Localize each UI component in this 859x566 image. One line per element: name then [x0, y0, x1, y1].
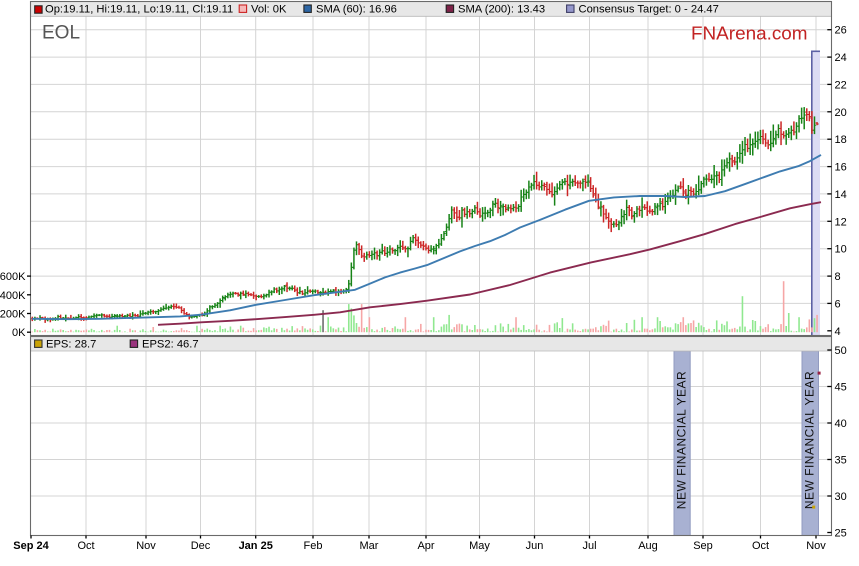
svg-text:Apr: Apr	[417, 540, 434, 552]
svg-text:35: 35	[835, 455, 847, 467]
svg-text:Feb: Feb	[304, 540, 323, 552]
svg-text:40: 40	[835, 418, 847, 430]
svg-text:May: May	[469, 540, 490, 552]
svg-text:45: 45	[835, 382, 847, 394]
svg-text:Aug: Aug	[638, 540, 658, 552]
svg-text:600K: 600K	[0, 271, 26, 283]
svg-text:EPS2: 46.7: EPS2: 46.7	[142, 338, 199, 350]
svg-text:4: 4	[835, 326, 841, 338]
svg-text:24: 24	[835, 52, 847, 64]
svg-text:NEW FINANCIAL YEAR: NEW FINANCIAL YEAR	[802, 371, 816, 509]
svg-text:SMA (60): 16.96: SMA (60): 16.96	[316, 4, 397, 16]
svg-text:14: 14	[835, 189, 847, 201]
svg-text:Nov: Nov	[136, 540, 156, 552]
svg-text:50: 50	[835, 345, 847, 357]
svg-text:26: 26	[835, 25, 847, 37]
svg-text:30: 30	[835, 491, 847, 503]
svg-text:400K: 400K	[0, 290, 26, 302]
svg-text:Nov: Nov	[806, 540, 826, 552]
svg-text:8: 8	[835, 271, 841, 283]
svg-text:Sep: Sep	[693, 540, 713, 552]
svg-text:Vol: 0K: Vol: 0K	[251, 4, 287, 16]
svg-text:16: 16	[835, 162, 847, 174]
svg-text:EOL: EOL	[42, 23, 80, 44]
svg-text:Sep 24: Sep 24	[13, 540, 49, 552]
svg-text:NEW FINANCIAL YEAR: NEW FINANCIAL YEAR	[674, 371, 688, 509]
svg-text:22: 22	[835, 79, 847, 91]
svg-text:200K: 200K	[0, 309, 26, 321]
svg-text:Oct: Oct	[752, 540, 769, 552]
svg-text:Consensus Target: 0 - 24.47: Consensus Target: 0 - 24.47	[579, 4, 719, 16]
svg-text:Jun: Jun	[526, 540, 544, 552]
svg-text:SMA (200): 13.43: SMA (200): 13.43	[458, 4, 545, 16]
svg-text:6: 6	[835, 298, 841, 310]
svg-text:Op:19.11, Hi:19.11, Lo:19.11,: Op:19.11, Hi:19.11, Lo:19.11, Cl:19.11	[45, 4, 233, 16]
svg-text:EPS: 28.7: EPS: 28.7	[46, 338, 96, 350]
svg-text:FNArena.com: FNArena.com	[691, 24, 808, 45]
svg-text:25: 25	[835, 528, 847, 540]
svg-text:0K: 0K	[12, 327, 26, 339]
svg-text:12: 12	[835, 216, 847, 228]
svg-text:Jan 25: Jan 25	[239, 540, 273, 552]
svg-text:10: 10	[835, 244, 847, 256]
svg-text:18: 18	[835, 134, 847, 146]
svg-text:Mar: Mar	[360, 540, 379, 552]
svg-text:Oct: Oct	[77, 540, 94, 552]
svg-text:Jul: Jul	[582, 540, 596, 552]
svg-text:20: 20	[835, 107, 847, 119]
svg-text:Dec: Dec	[191, 540, 211, 552]
